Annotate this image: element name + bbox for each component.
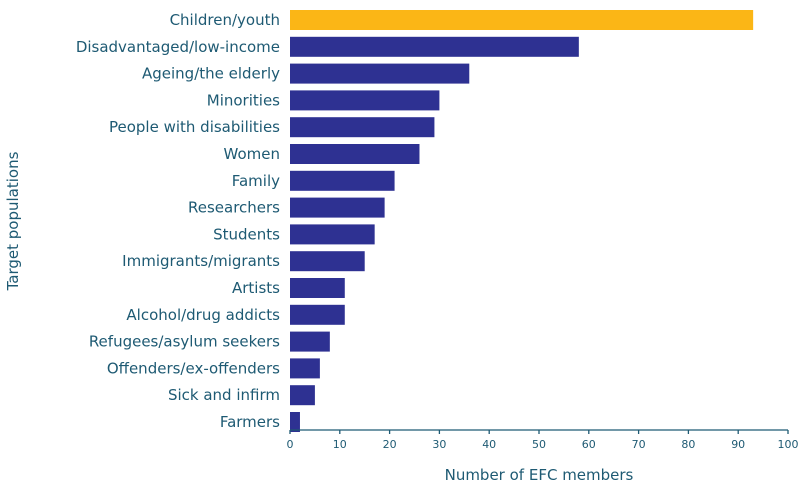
- category-label: Researchers: [188, 199, 280, 217]
- x-tick-label: 90: [731, 438, 745, 451]
- bar: [290, 144, 420, 164]
- category-label: Minorities: [207, 91, 280, 109]
- x-tick-label: 80: [681, 438, 695, 451]
- category-label: Sick and infirm: [168, 386, 280, 404]
- bar: [290, 63, 470, 84]
- x-tick-label: 60: [582, 438, 596, 451]
- x-tick-label: 50: [532, 438, 546, 451]
- bar: [290, 117, 435, 138]
- category-label: Refugees/asylum seekers: [89, 333, 280, 351]
- category-label: Women: [224, 145, 280, 163]
- bar: [290, 36, 579, 57]
- category-label: Artists: [232, 279, 280, 297]
- bar: [290, 251, 365, 272]
- bar: [290, 412, 300, 432]
- category-label: Ageing/the elderly: [142, 65, 280, 83]
- bar: [290, 304, 345, 325]
- x-tick-label: 0: [287, 438, 294, 451]
- bar: [290, 197, 385, 218]
- category-label: Farmers: [220, 413, 280, 431]
- category-label: Children/youth: [170, 11, 280, 29]
- y-axis-title: Target populations: [4, 151, 22, 291]
- category-label: Alcohol/drug addicts: [126, 306, 280, 324]
- x-tick-label: 30: [432, 438, 446, 451]
- bar: [290, 224, 375, 245]
- x-ticks-group: 0 10 20 30 40 50 60 70 80 90 100: [287, 430, 798, 451]
- bar: [290, 358, 320, 379]
- bar: [290, 278, 345, 298]
- category-labels-group: Children/youth Disadvantaged/low-income Ag…: [76, 11, 280, 431]
- category-label: Immigrants/migrants: [122, 252, 280, 270]
- bar: [290, 170, 395, 191]
- bar: [290, 90, 440, 111]
- bar: [290, 385, 315, 406]
- x-tick-label: 20: [383, 438, 397, 451]
- x-tick-label: 70: [632, 438, 646, 451]
- category-label: People with disabilities: [109, 118, 280, 136]
- x-tick-label: 100: [778, 438, 798, 451]
- bars-group: [290, 10, 754, 432]
- bar: [290, 331, 330, 352]
- category-label: Family: [232, 172, 280, 190]
- category-label: Offenders/ex-offenders: [107, 359, 280, 377]
- category-label: Disadvantaged/low-income: [76, 38, 280, 56]
- x-tick-label: 40: [482, 438, 496, 451]
- category-label: Students: [213, 225, 280, 243]
- x-tick-label: 10: [333, 438, 347, 451]
- x-axis-title: Number of EFC members: [445, 466, 634, 484]
- bar: [290, 10, 754, 30]
